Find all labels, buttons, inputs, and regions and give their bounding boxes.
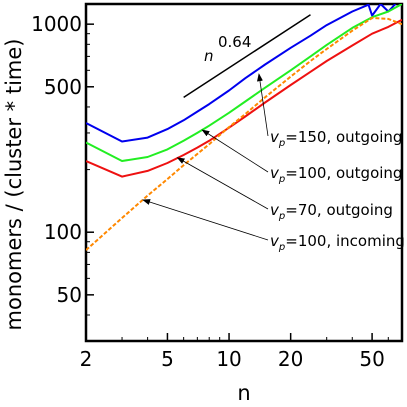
plot-frame <box>84 2 404 343</box>
y-axis-ticks: 50 100 500 1000 <box>31 12 94 316</box>
x-tick-label-3: 20 <box>278 347 303 371</box>
reference-slope-exponent: 0.64 <box>218 33 251 51</box>
reference-layer: n0.64 <box>183 14 311 98</box>
annotation-arrow-2 <box>176 157 269 210</box>
series-line-0 <box>86 4 397 143</box>
series-line-3 <box>86 17 402 251</box>
x-tick-label-2: 10 <box>216 347 241 371</box>
x-tick-label-4: 50 <box>359 347 384 371</box>
series-line-1 <box>86 4 402 162</box>
y-tick-label-3: 1000 <box>31 12 82 36</box>
annotation-label-2: vp=70, outgoing <box>270 201 393 222</box>
series-line-2 <box>86 18 402 178</box>
x-axis-ticks: 2 5 10 20 50 <box>80 333 403 371</box>
annotation-label-3: vp=100, incoming <box>270 232 405 253</box>
series-layer <box>86 4 402 251</box>
x-tick-label-1: 5 <box>161 347 174 371</box>
annotation-label-0: vp=150, outgoing <box>270 128 402 149</box>
reference-slope-label: n <box>204 47 214 65</box>
annotation-layer: vp=150, outgoing vp=100, outgoing vp=70, o… <box>142 73 405 253</box>
y-tick-label-0: 50 <box>57 283 82 307</box>
annotation-label-1: vp=100, outgoing <box>270 164 402 185</box>
annotation-arrow-1 <box>201 129 269 173</box>
annotation-arrow-3 <box>142 199 269 241</box>
x-axis-title: n <box>237 381 250 405</box>
reference-slope-line <box>183 14 311 98</box>
x-tick-label-0: 2 <box>80 347 93 371</box>
y-tick-label-1: 100 <box>44 220 82 244</box>
annotation-arrow-0 <box>256 73 269 137</box>
y-tick-label-2: 500 <box>44 75 82 99</box>
y-axis-title: monomers / (cluster * time) <box>2 39 26 331</box>
